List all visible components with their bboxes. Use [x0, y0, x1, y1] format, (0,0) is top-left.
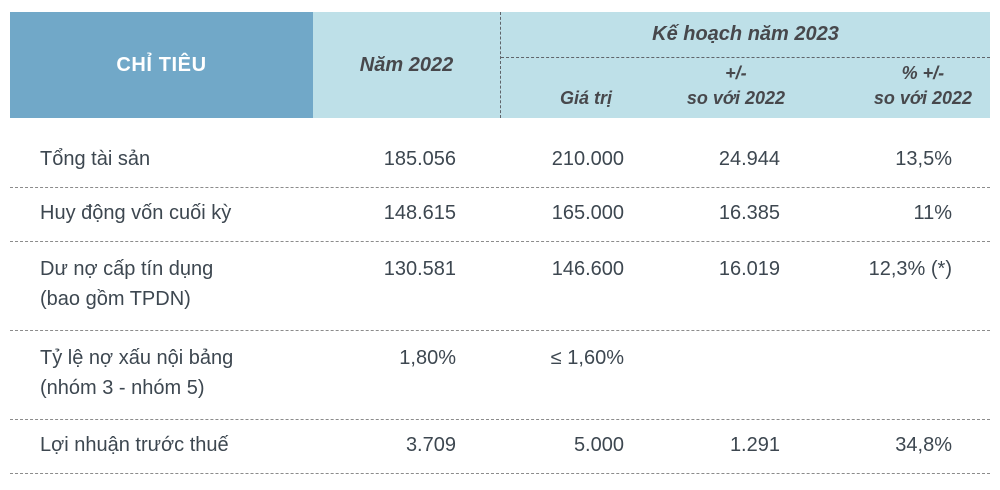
row-label-line1: Dư nợ cấp tín dụng: [40, 258, 214, 280]
cell-nam-2022: 130.581: [383, 258, 456, 280]
cell-gia-tri: ≤ 1,60%: [550, 347, 624, 369]
cell-pct: 13,5%: [895, 148, 952, 170]
row-label: Lợi nhuận trước thuế: [10, 430, 313, 460]
subheader-delta-lines: +/- so với 2022: [687, 61, 785, 111]
subheader-pct: % +/- so với 2022: [790, 61, 990, 111]
subheader-delta-line2: so với 2022: [686, 88, 785, 108]
header-nam-2022-label: Năm 2022: [359, 53, 454, 76]
row-label-line2: (bao gồm TPDN): [40, 288, 191, 310]
subheader-delta: +/- so với 2022: [640, 61, 790, 111]
header-group-ke-hoach-2023: Kế hoạch năm 2023 Giá trị +/- so với 202…: [500, 12, 990, 118]
table-row: Tỷ lệ nợ xấu nội bảng (nhóm 3 - nhóm 5) …: [10, 331, 990, 420]
cell-gia-tri: 210.000: [551, 148, 624, 170]
cell-delta: 24.944: [718, 148, 780, 170]
header-group-title-label: Kế hoạch năm 2023: [652, 23, 839, 45]
row-label: Huy động vốn cuối kỳ: [10, 198, 313, 228]
financial-targets-table: CHỈ TIÊU Năm 2022 Kế hoạch năm 2023 Giá …: [10, 12, 990, 474]
table-row: Tổng tài sản 185.056 210.000 24.944 13,5…: [10, 118, 990, 188]
cell-gia-tri: 165.000: [551, 202, 624, 224]
table-row: Huy động vốn cuối kỳ 148.615 165.000 16.…: [10, 188, 990, 242]
cell-nam-2022: 185.056: [383, 148, 456, 170]
row-label: Tổng tài sản: [10, 144, 313, 174]
cell-delta: 16.385: [718, 202, 780, 224]
table-row: Lợi nhuận trước thuế 3.709 5.000 1.291 3…: [10, 420, 990, 474]
row-label: Dư nợ cấp tín dụng (bao gồm TPDN): [10, 254, 313, 314]
table-header: CHỈ TIÊU Năm 2022 Kế hoạch năm 2023 Giá …: [10, 12, 990, 118]
cell-delta: 16.019: [718, 258, 780, 280]
header-group-title: Kế hoạch năm 2023: [501, 12, 990, 58]
subheader-pct-line2: so với 2022: [873, 88, 972, 108]
cell-nam-2022: 3.709: [405, 434, 456, 456]
row-label-line1: Huy động vốn cuối kỳ: [40, 202, 232, 224]
cell-pct: 12,3% (*): [868, 258, 952, 280]
cell-pct: 34,8%: [895, 434, 952, 456]
table-body: Tổng tài sản 185.056 210.000 24.944 13,5…: [10, 118, 990, 474]
header-chi-tieu: CHỈ TIÊU: [10, 12, 313, 118]
subheader-delta-line1: +/-: [725, 63, 747, 83]
cell-gia-tri: 5.000: [573, 434, 624, 456]
row-label: Tỷ lệ nợ xấu nội bảng (nhóm 3 - nhóm 5): [10, 343, 313, 403]
row-label-line1: Tỷ lệ nợ xấu nội bảng: [40, 347, 234, 369]
cell-pct: 11%: [913, 202, 952, 224]
header-nam-2022: Năm 2022: [313, 12, 500, 118]
header-subrow: Giá trị +/- so với 2022 % +/- so với 202…: [501, 58, 990, 118]
row-label-line1: Tổng tài sản: [40, 148, 151, 170]
cell-nam-2022: 1,80%: [399, 347, 456, 369]
row-label-line1: Lợi nhuận trước thuế: [40, 434, 229, 456]
row-label-line2: (nhóm 3 - nhóm 5): [40, 377, 205, 399]
table-row: Dư nợ cấp tín dụng (bao gồm TPDN) 130.58…: [10, 242, 990, 331]
cell-delta: 1.291: [729, 434, 780, 456]
header-chi-tieu-label: CHỈ TIÊU: [116, 53, 207, 76]
subheader-pct-line1: % +/-: [901, 63, 945, 83]
cell-gia-tri: 146.600: [551, 258, 624, 280]
subheader-gia-tri: Giá trị: [559, 88, 612, 108]
subheader-pct-lines: % +/- so với 2022: [874, 61, 972, 111]
cell-nam-2022: 148.615: [383, 202, 456, 224]
